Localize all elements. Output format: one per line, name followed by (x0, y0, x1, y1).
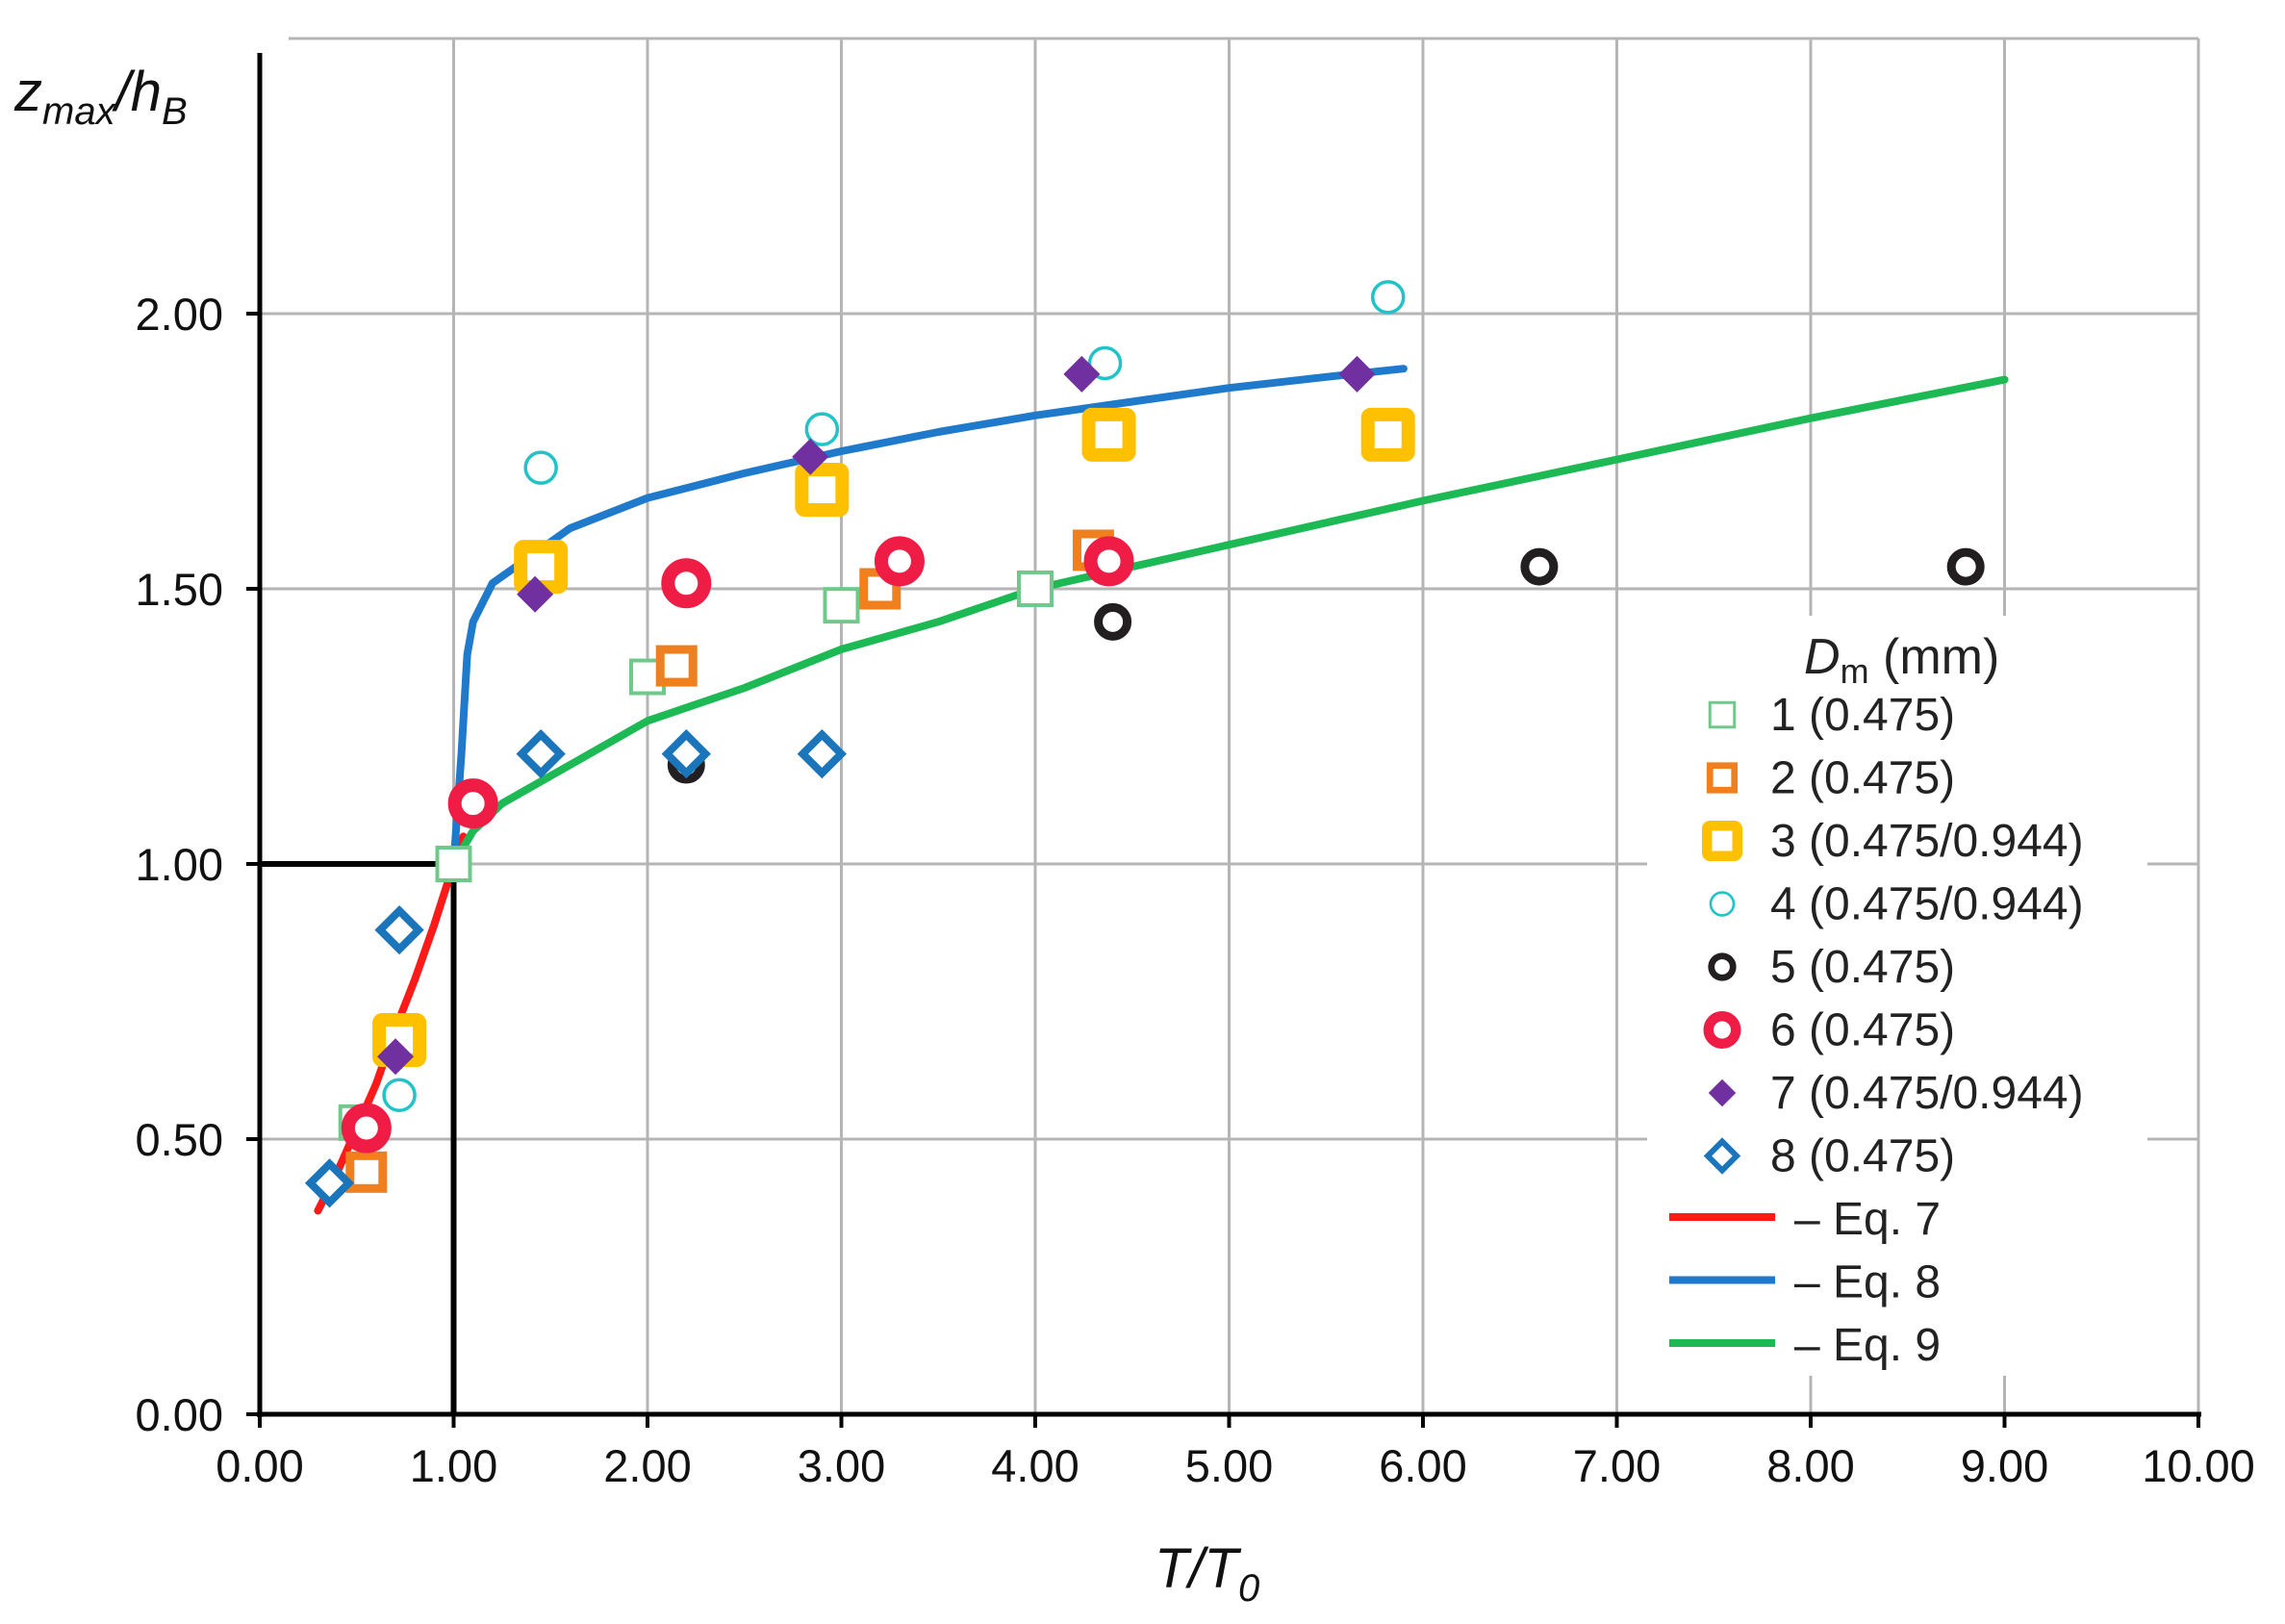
series-4-point (523, 450, 558, 485)
tick-labels: 0.00 1.00 2.00 3.00 4.00 5.00 6.00 7.00 8.00 9.00… (136, 289, 2255, 1491)
series-8-point (516, 728, 566, 779)
legend-curve-label-2: – Eq. 8 (1794, 1257, 1941, 1308)
x-tick-label: 6.00 (1379, 1440, 1466, 1491)
x-axis-label: T/T0 (1155, 1537, 1259, 1610)
legend-label-5: 5 (0.475) (1770, 942, 1955, 993)
series-5-point (1946, 547, 1985, 586)
legend-title: Dm (mm) (1804, 629, 1999, 691)
legend: Dm (mm) 1 (0.475) 2 (0.475) 3 (0.475/0.944… (1647, 616, 2147, 1376)
series-1-point (823, 587, 860, 624)
legend-items: 1 (0.475) 2 (0.475) 3 (0.475/0.944) 4 (0.47… (1669, 690, 2084, 1371)
grid-lines (260, 37, 2200, 1414)
series-6-point (874, 536, 925, 587)
legend-background (1647, 616, 2147, 1376)
series-6-point (661, 558, 712, 609)
y-tick-label: 1.50 (136, 564, 223, 615)
legend-label-6: 6 (0.475) (1770, 1005, 1955, 1056)
series-5-point (1094, 602, 1132, 641)
series-7-point (1338, 355, 1376, 393)
legend-label-2: 2 (0.475) (1770, 753, 1955, 804)
x-tick-label: 2.00 (603, 1440, 691, 1491)
axes (246, 53, 2201, 1428)
data-markers (304, 280, 1985, 1208)
series-4-point (382, 1078, 417, 1112)
legend-label-8: 8 (0.475) (1770, 1131, 1955, 1182)
legend-marker-4 (1709, 891, 1736, 917)
series-8-point (374, 904, 424, 955)
x-tick-label: 4.00 (991, 1440, 1079, 1491)
legend-marker-8 (1703, 1137, 1741, 1175)
legend-marker-1 (1708, 700, 1737, 729)
series-8-point (661, 728, 711, 779)
series-7-point (517, 575, 554, 613)
x-tick-label: 10.00 (2142, 1440, 2255, 1491)
y-tick-label: 1.00 (136, 839, 223, 890)
series-8-point (797, 728, 848, 779)
series-4-point (1370, 280, 1406, 315)
series-3-point (514, 540, 569, 595)
y-tick-label: 2.00 (136, 289, 223, 340)
series-4-point (804, 412, 840, 446)
legend-marker-6 (1703, 1011, 1741, 1049)
y-axis-label: zmax/hB (13, 61, 188, 133)
legend-label-1: 1 (0.475) (1770, 690, 1955, 741)
legend-marker-5 (1708, 952, 1737, 981)
series-7-point (1063, 355, 1101, 393)
series-3-point (795, 463, 850, 518)
series-2-point (345, 1151, 388, 1193)
y-tick-label: 0.00 (136, 1389, 223, 1440)
series-6-point (341, 1103, 392, 1154)
legend-curve-label-3: – Eq. 9 (1794, 1320, 1941, 1371)
series-8-point (304, 1158, 355, 1208)
series-2-point (655, 645, 698, 687)
legend-marker-3 (1702, 821, 1742, 861)
x-tick-label: 5.00 (1185, 1440, 1273, 1491)
series-1-point (1017, 571, 1054, 607)
y-tick-label: 0.50 (136, 1114, 223, 1165)
reference-lines (260, 861, 457, 1414)
x-tick-label: 1.00 (410, 1440, 497, 1491)
curve-eq-9 (449, 375, 2009, 868)
series-4-point (1087, 345, 1123, 381)
x-tick-label: 0.00 (216, 1440, 303, 1491)
series-7-point (792, 438, 829, 475)
legend-label-4: 4 (0.475/0.944) (1770, 879, 2084, 930)
series-3-point (1081, 407, 1136, 462)
x-tick-label: 9.00 (1961, 1440, 2048, 1491)
x-tick-label: 8.00 (1766, 1440, 1854, 1491)
series-3-point (1360, 407, 1415, 462)
series-5-point (1520, 547, 1559, 586)
series-6-point (447, 778, 498, 829)
series-6-point (1083, 536, 1134, 587)
legend-label-3: 3 (0.475/0.944) (1770, 816, 2084, 867)
series-1-point (435, 846, 472, 882)
series-7-point (377, 1038, 415, 1076)
legend-curve-label-1: – Eq. 7 (1794, 1194, 1941, 1245)
curve-eq-8 (449, 365, 1408, 868)
x-tick-label: 7.00 (1573, 1440, 1661, 1491)
legend-label-7: 7 (0.475/0.944) (1770, 1068, 2084, 1119)
legend-marker-2 (1706, 762, 1739, 794)
x-tick-label: 3.00 (798, 1440, 885, 1491)
legend-marker-7 (1708, 1078, 1737, 1107)
